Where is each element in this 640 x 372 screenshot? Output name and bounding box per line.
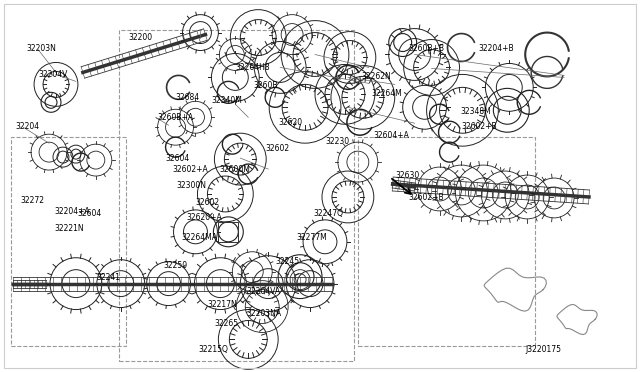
Text: 32230: 32230: [325, 137, 349, 146]
Text: 32348M: 32348M: [460, 108, 491, 116]
Text: 32203N: 32203N: [27, 44, 56, 53]
Text: 32217N: 32217N: [207, 300, 237, 309]
Text: 32200: 32200: [129, 33, 153, 42]
Text: 32600M: 32600M: [220, 165, 251, 174]
Text: 32604: 32604: [166, 154, 190, 163]
Text: J3220175: J3220175: [525, 345, 561, 354]
Text: 32602+A: 32602+A: [172, 165, 208, 174]
Text: 32262N: 32262N: [362, 72, 391, 81]
Text: 32604+A: 32604+A: [373, 131, 409, 141]
Bar: [119, 30, 354, 361]
Text: 32630: 32630: [396, 171, 419, 180]
Text: 32602+B: 32602+B: [408, 193, 444, 202]
Text: 3260B: 3260B: [253, 81, 278, 90]
Text: 32604: 32604: [77, 209, 102, 218]
Text: 3260B+B: 3260B+B: [408, 44, 444, 53]
Text: 32204: 32204: [15, 122, 39, 131]
Bar: [218, 222, 238, 242]
Text: 32277M: 32277M: [296, 233, 327, 243]
Text: 3260B+A: 3260B+A: [157, 113, 193, 122]
Bar: [11, 137, 125, 346]
Text: 32264M: 32264M: [371, 89, 402, 98]
Text: 32265: 32265: [215, 320, 239, 328]
Text: 32204+B: 32204+B: [478, 44, 514, 53]
Text: 32241: 32241: [97, 273, 121, 282]
Text: 32620+A: 32620+A: [186, 213, 222, 222]
Text: 32204V: 32204V: [38, 70, 68, 79]
Text: 32247Q: 32247Q: [314, 209, 344, 218]
Text: 32620: 32620: [278, 119, 303, 128]
Text: 32204VA: 32204VA: [246, 287, 281, 296]
Text: 32602+B: 32602+B: [461, 122, 497, 131]
Text: 32245: 32245: [275, 257, 300, 266]
Text: 32215Q: 32215Q: [199, 344, 228, 353]
Text: 32684: 32684: [175, 93, 200, 102]
Text: 32300N: 32300N: [177, 182, 207, 190]
Text: 32221N: 32221N: [54, 224, 84, 233]
Text: 32204+A: 32204+A: [54, 208, 90, 217]
Text: 32602: 32602: [266, 144, 290, 153]
Text: 32203NA: 32203NA: [246, 310, 282, 318]
Bar: [358, 137, 535, 346]
Text: 32272: 32272: [20, 196, 44, 205]
Text: 32602: 32602: [196, 198, 220, 207]
Text: 32264MA: 32264MA: [182, 233, 218, 243]
Text: 32264H8: 32264H8: [236, 63, 271, 72]
Text: 32340M: 32340M: [212, 96, 243, 105]
Text: 32250: 32250: [164, 261, 188, 270]
